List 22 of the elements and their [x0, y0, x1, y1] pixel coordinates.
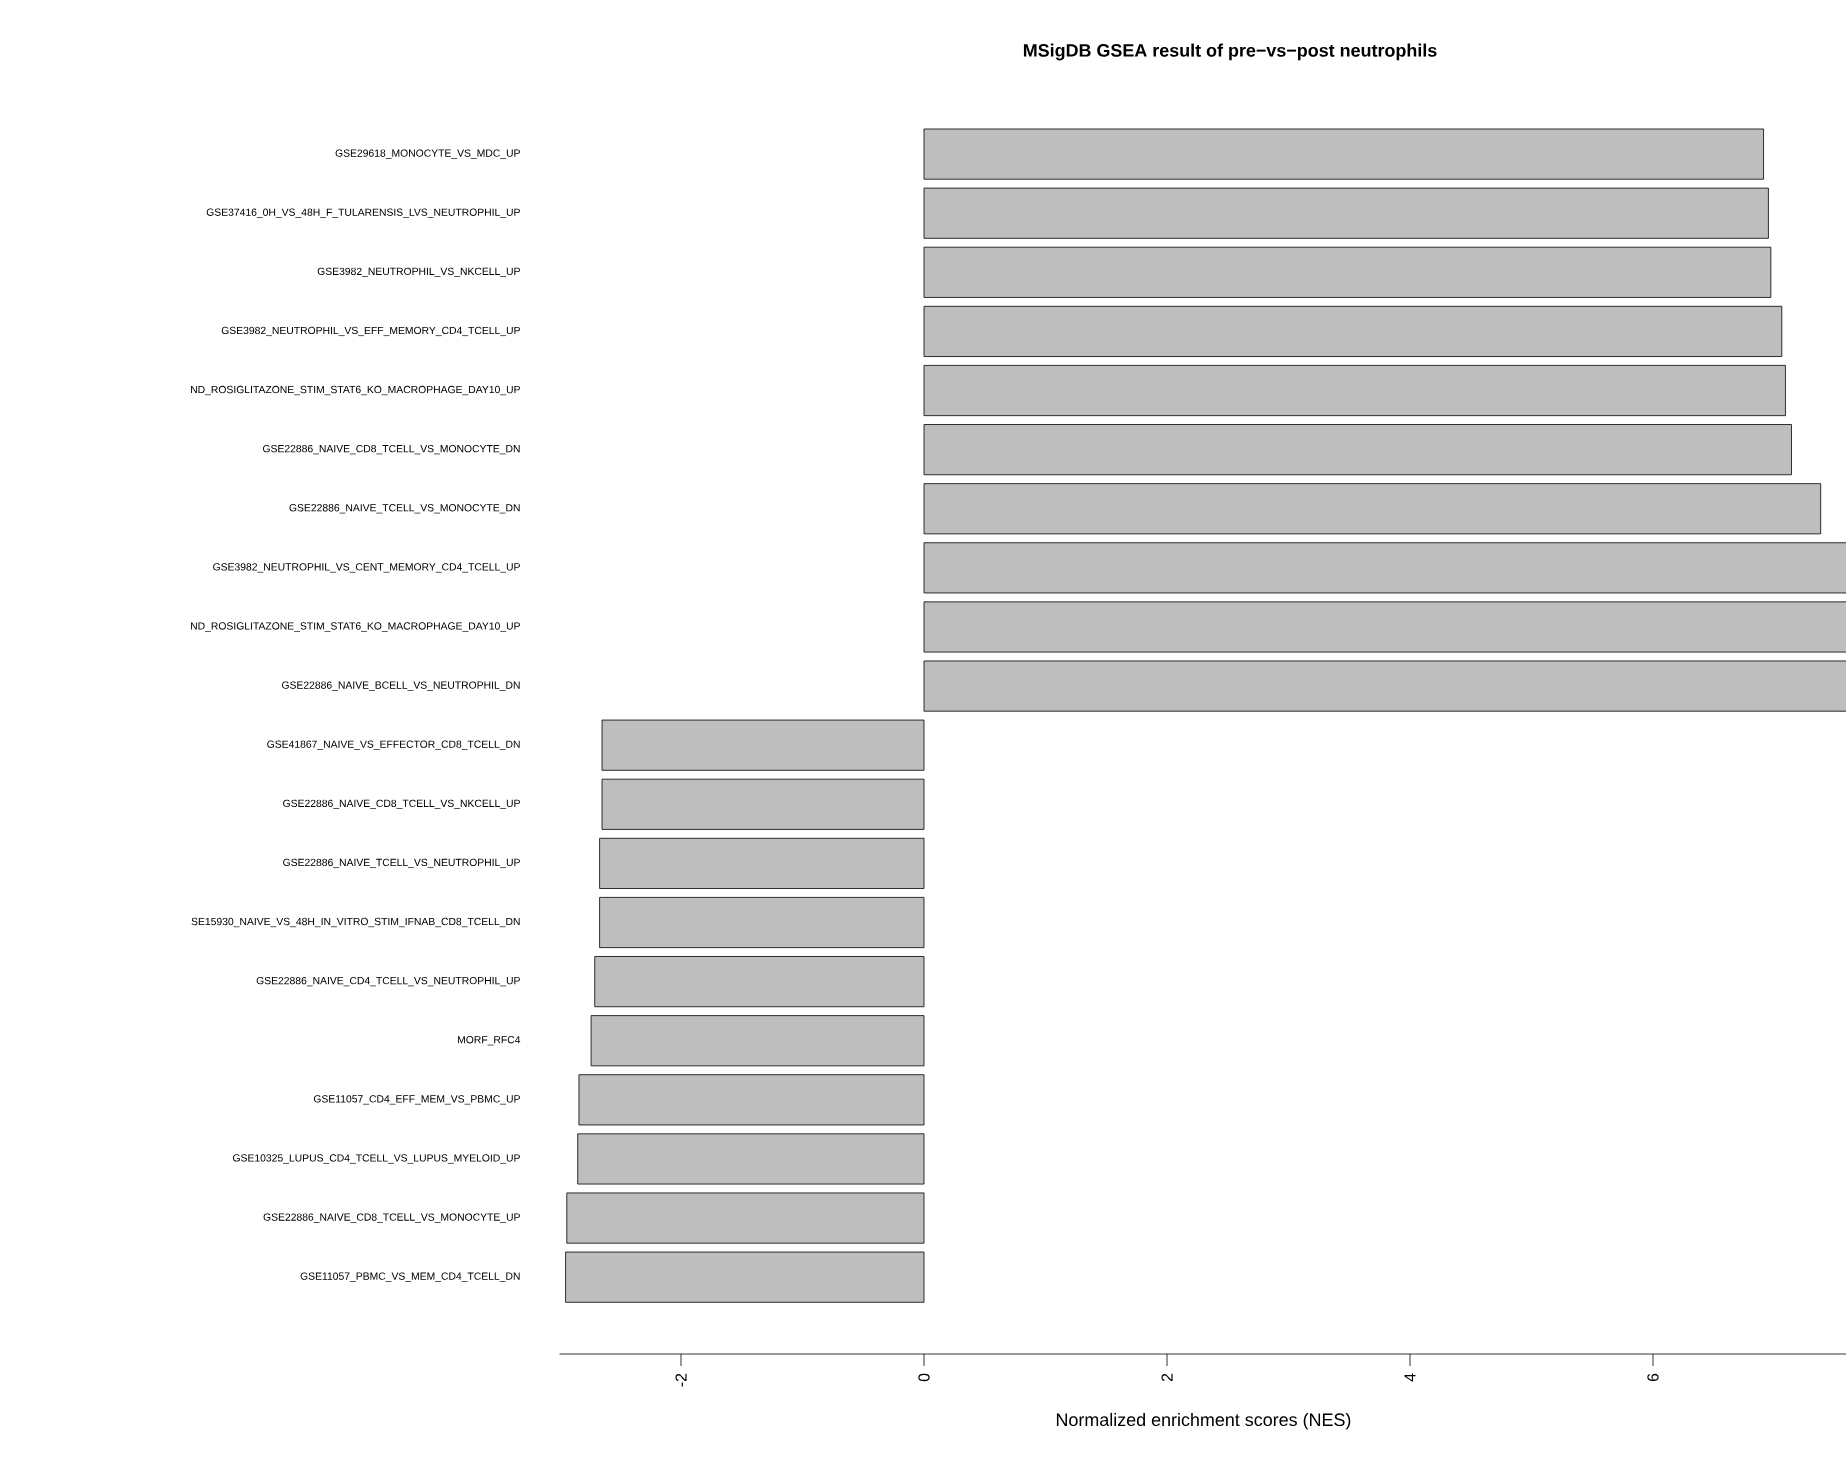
bar [923, 660, 1846, 712]
bar [923, 246, 1772, 298]
bar [923, 305, 1783, 357]
bar [566, 1192, 925, 1244]
bar [923, 187, 1769, 239]
bar [565, 1251, 925, 1303]
bar [578, 1074, 925, 1126]
bar [601, 778, 925, 830]
x-axis-title: Normalized enrichment scores (NES) [1056, 1412, 1351, 1430]
bar [923, 601, 1846, 653]
bar [923, 483, 1822, 535]
bar [599, 896, 925, 949]
bar [590, 1015, 925, 1067]
bar [923, 424, 1792, 476]
bar [594, 956, 925, 1008]
bar [599, 837, 925, 889]
bar [923, 365, 1786, 417]
bar [577, 1133, 925, 1185]
chart-title: MSigDB GSEA result of pre−vs−post neutrophils [1023, 43, 1437, 61]
bar [923, 542, 1846, 594]
bar [923, 128, 1764, 180]
bar [601, 719, 925, 771]
